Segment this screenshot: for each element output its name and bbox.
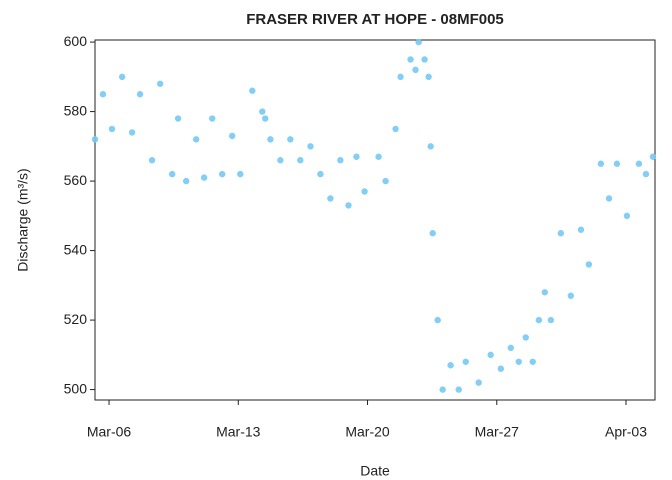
data-point	[597, 160, 605, 167]
data-point	[623, 212, 631, 220]
data-point	[425, 73, 432, 81]
y-tick-label: 520	[64, 311, 88, 327]
data-point	[174, 115, 182, 122]
data-point	[397, 73, 404, 81]
data-point	[507, 344, 514, 352]
data-point	[541, 289, 548, 296]
data-point	[407, 56, 414, 63]
data-point	[462, 358, 469, 365]
y-tick-label: 560	[64, 172, 88, 188]
data-point	[455, 386, 462, 393]
data-point	[635, 160, 643, 167]
plot-frame	[94, 39, 656, 401]
data-point	[557, 230, 565, 237]
x-axis-label: Date	[360, 463, 390, 479]
data-point	[228, 132, 236, 140]
data-point	[99, 91, 107, 98]
data-point	[192, 136, 200, 143]
x-tick-label: Mar-27	[475, 424, 520, 440]
data-point	[277, 157, 284, 164]
data-point	[522, 334, 529, 341]
data-point	[297, 157, 304, 164]
y-tick-label: 580	[64, 102, 88, 118]
data-point	[497, 365, 505, 372]
data-point	[447, 362, 454, 369]
data-point	[259, 108, 266, 115]
x-tick-label: Mar-20	[345, 424, 390, 440]
data-point	[327, 195, 334, 202]
data-point	[209, 115, 216, 122]
data-point	[605, 195, 613, 202]
data-point	[353, 153, 360, 160]
data-point	[108, 125, 116, 133]
data-point	[642, 170, 650, 178]
data-point	[200, 174, 208, 181]
x-tick-label: Apr-03	[605, 424, 647, 440]
data-point	[148, 157, 156, 164]
y-axis-label: Discharge (m³/s)	[15, 168, 31, 271]
data-point	[237, 170, 244, 178]
data-point	[427, 143, 434, 150]
data-point	[168, 170, 176, 178]
data-point	[156, 80, 164, 87]
data-point	[337, 157, 344, 164]
data-point	[649, 153, 657, 160]
data-point	[415, 38, 422, 46]
y-tick-label: 600	[64, 33, 88, 49]
data-point	[307, 143, 314, 150]
data-point	[429, 230, 436, 237]
data-point	[392, 125, 399, 133]
data-point	[382, 177, 389, 185]
data-point	[535, 316, 543, 324]
data-point	[487, 351, 494, 359]
data-point	[361, 188, 368, 195]
x-tick-label: Mar-06	[87, 424, 132, 440]
data-point	[515, 358, 522, 365]
data-point	[128, 129, 136, 136]
data-point	[91, 136, 99, 143]
data-point	[577, 226, 585, 233]
data-point	[267, 136, 274, 143]
data-point	[585, 261, 593, 268]
data-point	[118, 73, 126, 81]
data-point	[375, 153, 382, 160]
data-point	[439, 386, 446, 393]
data-point	[287, 136, 294, 143]
data-point	[345, 202, 352, 209]
chart-title: FRASER RIVER AT HOPE - 08MF005	[246, 11, 504, 28]
data-point	[434, 316, 441, 324]
data-point	[249, 87, 256, 94]
data-point	[529, 358, 536, 365]
data-point	[412, 66, 419, 74]
data-point	[219, 170, 226, 178]
data-point	[567, 292, 575, 299]
data-point	[136, 91, 144, 98]
data-point	[613, 160, 621, 167]
data-point	[183, 177, 190, 185]
data-point	[475, 379, 482, 386]
data-point	[317, 170, 324, 178]
data-point	[262, 115, 269, 122]
y-tick-label: 500	[64, 380, 88, 396]
data-point	[421, 56, 428, 63]
y-tick-label: 540	[64, 241, 88, 257]
data-point	[547, 316, 555, 324]
x-tick-label: Mar-13	[216, 424, 261, 440]
